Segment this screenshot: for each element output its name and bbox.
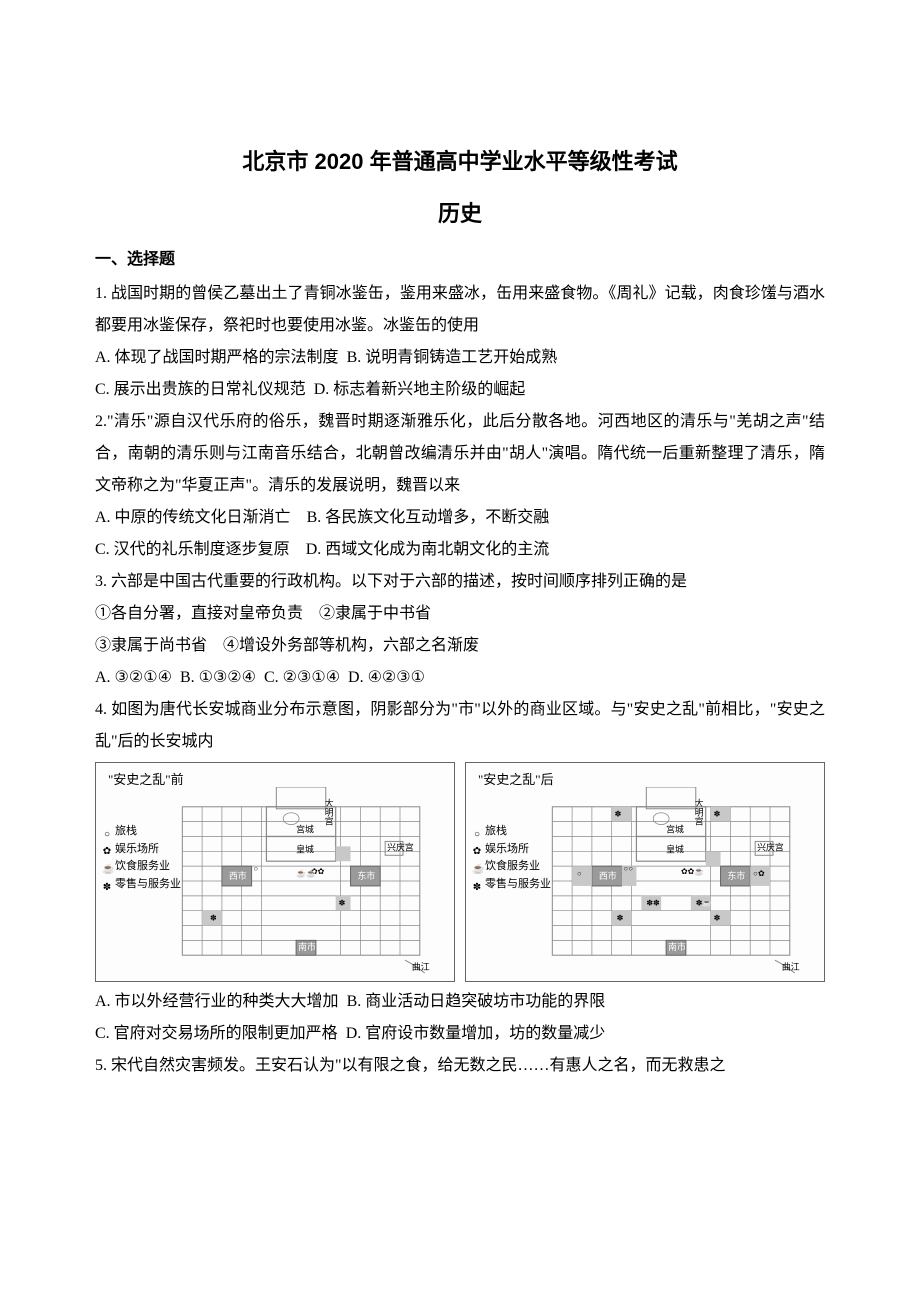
svg-text:○: ○: [254, 864, 259, 873]
q3-items-2: ③隶属于尚书省 ④增设外务部等机构，六部之名渐废: [95, 630, 825, 662]
q1-a: A. 体现了战国时期严格的宗法制度: [95, 349, 339, 366]
q1-d: D. 标志着新兴地主阶级的崛起: [314, 381, 526, 398]
svg-text:南市: 南市: [298, 941, 316, 952]
legend-icon: ☕: [102, 862, 112, 872]
svg-text:东市: 东市: [357, 870, 375, 881]
svg-text:南市: 南市: [668, 941, 686, 952]
q1-options-2: C. 展示出贵族的日常礼仪规范 D. 标志着新兴地主阶级的崛起: [95, 374, 825, 406]
legend-icon: ☕: [472, 862, 482, 872]
svg-text:○: ○: [577, 869, 582, 878]
q4-options-2: C. 官府对交易场所的限制更加严格 D. 官府设市数量增加，坊的数量减少: [95, 1018, 825, 1050]
legend-icon: ✽: [472, 880, 482, 890]
q2-a: A. 中原的传统文化日渐消亡: [95, 509, 291, 526]
svg-text:宫城: 宫城: [666, 824, 684, 835]
legend-icon: ✽: [102, 880, 112, 890]
svg-text:✽: ✽: [617, 914, 624, 923]
svg-text:✽☕: ✽☕: [696, 898, 713, 908]
q2-d: D. 西域文化成为南北朝文化的主流: [306, 541, 550, 558]
q2-b: B. 各民族文化互动增多，不断交融: [307, 509, 550, 526]
q1-stem: 1. 战国时期的曾侯乙墓出土了青铜冰鉴缶，鉴用来盛冰，缶用来盛食物。《周礼》记载…: [95, 278, 825, 342]
city-grid-before: 大明宫 宫城 皇城 西市 东市 南市 兴庆宫 曲江 ○ ✿: [176, 787, 436, 975]
svg-text:曲江: 曲江: [782, 962, 800, 972]
diagram-before: "安史之乱"前 ○旅栈 ✿娱乐场所 ☕饮食服务业 ✽零售与服务业: [95, 762, 455, 982]
legend-icon: ✿: [472, 844, 482, 854]
q4-stem: 4. 如图为唐代长安城商业分布示意图，阴影部分为"市"以外的商业区域。与"安史之…: [95, 694, 825, 758]
q4-a: A. 市以外经营行业的种类大大增加: [95, 993, 339, 1010]
svg-text:兴庆宫: 兴庆宫: [387, 841, 414, 852]
diagram-before-label: "安史之乱"前: [108, 767, 184, 793]
q5-stem: 5. 宋代自然灾害频发。王安石认为"以有限之食，给无数之民……有惠人之名，而无救…: [95, 1050, 825, 1082]
svg-text:东市: 东市: [727, 870, 745, 881]
q3-stem: 3. 六部是中国古代重要的行政机构。以下对于六部的描述，按时间顺序排列正确的是: [95, 566, 825, 598]
svg-text:大明宫: 大明宫: [694, 798, 704, 827]
legend-text: 零售与服务业: [115, 876, 181, 894]
legend-text: 饮食服务业: [485, 858, 540, 876]
city-grid-after: 大明宫 宫城 皇城 西市 东市 南市 兴庆宫 曲江: [546, 787, 806, 975]
q2-stem: 2."清乐"源自汉代乐府的俗乐，魏晋时期逐渐雅乐化，此后分散各地。河西地区的清乐…: [95, 406, 825, 502]
q3-a: A. ③②①④: [95, 669, 172, 686]
svg-text:✽: ✽: [339, 899, 346, 908]
svg-text:○✿: ○✿: [753, 869, 765, 878]
legend-icon: ○: [102, 827, 112, 837]
q3-items-1: ①各自分署，直接对皇帝负责 ②隶属于中书省: [95, 598, 825, 630]
legend-icon: ✿: [102, 844, 112, 854]
subject-title: 历史: [95, 192, 825, 236]
q2-c: C. 汉代的礼乐制度逐步复原: [95, 541, 290, 558]
q2-options: A. 中原的传统文化日渐消亡 B. 各民族文化互动增多，不断交融: [95, 502, 825, 534]
svg-text:曲江: 曲江: [412, 962, 430, 972]
legend-icon: ○: [472, 827, 482, 837]
legend-item: ○旅栈: [472, 823, 551, 841]
legend-before: ○旅栈 ✿娱乐场所 ☕饮食服务业 ✽零售与服务业: [102, 823, 181, 893]
legend-item: ✿娱乐场所: [472, 841, 551, 859]
svg-text:✽: ✽: [210, 914, 217, 923]
svg-text:皇城: 皇城: [296, 843, 314, 854]
legend-after: ○旅栈 ✿娱乐场所 ☕饮食服务业 ✽零售与服务业: [472, 823, 551, 893]
legend-item: ✿娱乐场所: [102, 841, 181, 859]
legend-text: 旅栈: [115, 823, 137, 841]
svg-text:西市: 西市: [599, 870, 617, 881]
svg-text:西市: 西市: [229, 870, 247, 881]
legend-item: ✽零售与服务业: [472, 876, 551, 894]
svg-text:✿✿☕: ✿✿☕: [681, 866, 704, 876]
legend-text: 饮食服务业: [115, 858, 170, 876]
svg-text:✽: ✽: [615, 810, 622, 819]
q3-d: D. ④②③①: [348, 669, 425, 686]
q3-c: C. ②③①④: [264, 669, 340, 686]
diagram-row: "安史之乱"前 ○旅栈 ✿娱乐场所 ☕饮食服务业 ✽零售与服务业: [95, 762, 825, 982]
svg-text:宫城: 宫城: [296, 824, 314, 835]
svg-text:✽: ✽: [714, 810, 721, 819]
legend-item: ☕饮食服务业: [472, 858, 551, 876]
legend-item: ○旅栈: [102, 823, 181, 841]
svg-text:大明宫: 大明宫: [324, 798, 334, 827]
q4-options: A. 市以外经营行业的种类大大增加 B. 商业活动日趋突破坊市功能的界限: [95, 986, 825, 1018]
q1-c: C. 展示出贵族的日常礼仪规范: [95, 381, 306, 398]
q3-b: B. ①③②④: [180, 669, 256, 686]
q4-d: D. 官府设市数量增加，坊的数量减少: [346, 1025, 606, 1042]
svg-text:皇城: 皇城: [666, 843, 684, 854]
svg-text:兴庆宫: 兴庆宫: [757, 841, 784, 852]
legend-item: ✽零售与服务业: [102, 876, 181, 894]
svg-text:○○: ○○: [624, 864, 634, 873]
svg-text:✽✽: ✽✽: [646, 899, 660, 908]
diagram-after-label: "安史之乱"后: [478, 767, 554, 793]
q1-options: A. 体现了战国时期严格的宗法制度 B. 说明青铜铸造工艺开始成熟: [95, 342, 825, 374]
legend-text: 娱乐场所: [115, 841, 159, 859]
q1-b: B. 说明青铜铸造工艺开始成熟: [347, 349, 558, 366]
legend-text: 零售与服务业: [485, 876, 551, 894]
diagram-after: "安史之乱"后 ○旅栈 ✿娱乐场所 ☕饮食服务业 ✽零售与服务业: [465, 762, 825, 982]
legend-text: 旅栈: [485, 823, 507, 841]
q4-c: C. 官府对交易场所的限制更加严格: [95, 1025, 338, 1042]
q2-options-2: C. 汉代的礼乐制度逐步复原 D. 西域文化成为南北朝文化的主流: [95, 534, 825, 566]
q4-b: B. 商业活动日趋突破坊市功能的界限: [347, 993, 606, 1010]
exam-title: 北京市 2020 年普通高中学业水平等级性考试: [95, 140, 825, 184]
q3-options: A. ③②①④ B. ①③②④ C. ②③①④ D. ④②③①: [95, 662, 825, 694]
svg-text:☕☕: ☕☕: [296, 868, 316, 878]
svg-text:✽: ✽: [714, 914, 721, 923]
legend-text: 娱乐场所: [485, 841, 529, 859]
legend-item: ☕饮食服务业: [102, 858, 181, 876]
section-heading: 一、选择题: [95, 244, 825, 276]
